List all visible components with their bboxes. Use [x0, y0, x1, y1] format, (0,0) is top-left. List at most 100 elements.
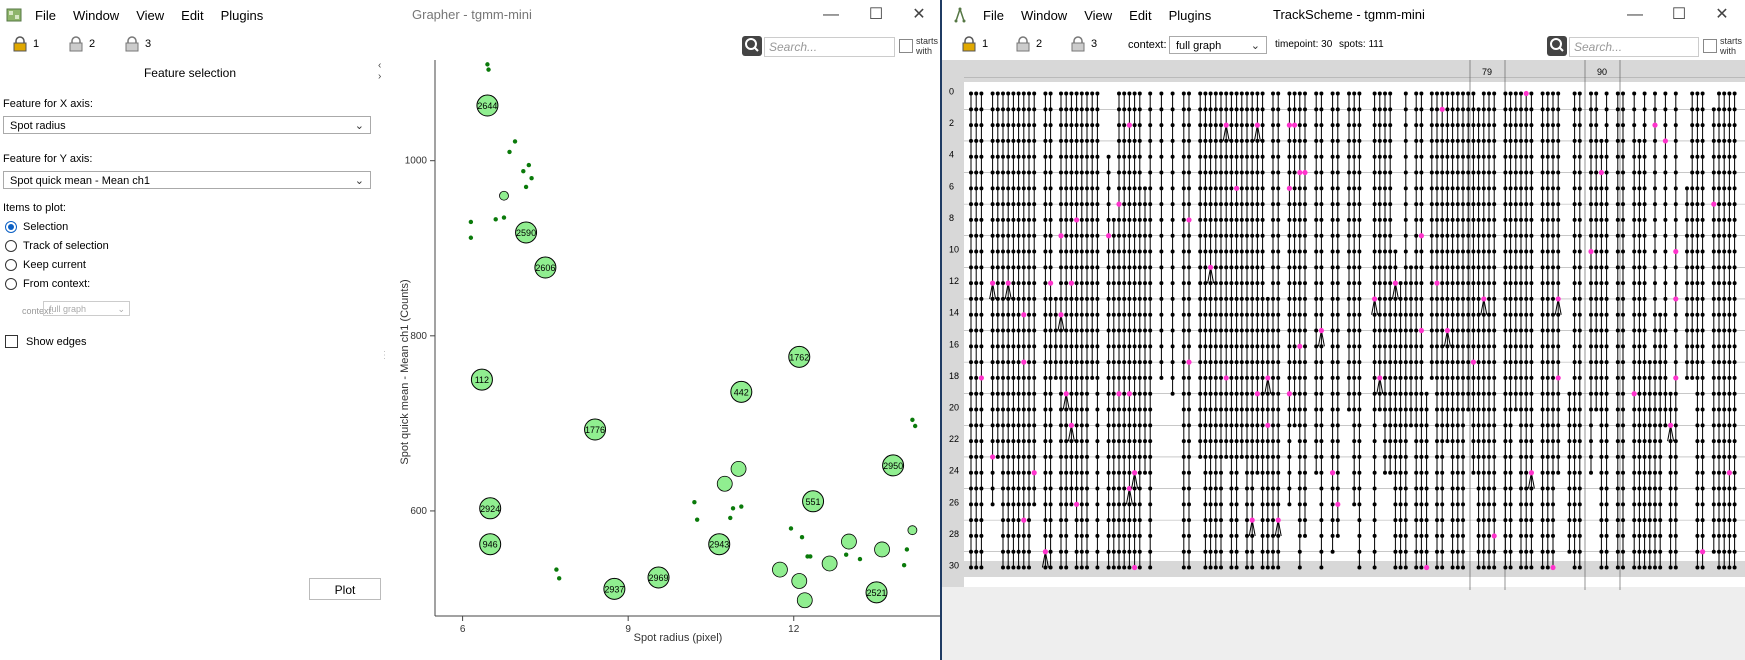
spot[interactable]: [1265, 328, 1270, 333]
spot[interactable]: [1064, 518, 1069, 523]
spot[interactable]: [1419, 533, 1424, 538]
spot[interactable]: [1492, 154, 1497, 159]
spot[interactable]: [1276, 91, 1281, 96]
data-point[interactable]: [716, 475, 733, 492]
spot[interactable]: [1419, 549, 1424, 554]
spot[interactable]: [1245, 281, 1249, 286]
spot[interactable]: [1074, 407, 1079, 412]
spot[interactable]: [1492, 296, 1497, 301]
spot[interactable]: [1271, 186, 1275, 191]
spot[interactable]: [1492, 439, 1497, 444]
labeled-data-point[interactable]: 2606: [534, 256, 557, 279]
spot[interactable]: [1132, 202, 1137, 207]
spot[interactable]: [1287, 249, 1292, 254]
spot[interactable]: [1085, 344, 1089, 349]
spot[interactable]: [1419, 439, 1424, 444]
spot[interactable]: [1545, 186, 1550, 191]
spot[interactable]: [1271, 470, 1275, 475]
spot[interactable]: [1621, 312, 1625, 317]
spot[interactable]: [969, 502, 973, 507]
spot[interactable]: [1653, 423, 1657, 428]
spot[interactable]: [1599, 281, 1604, 286]
spot[interactable]: [1604, 202, 1609, 207]
spot[interactable]: [1203, 170, 1208, 175]
spot[interactable]: [1224, 423, 1229, 428]
spot[interactable]: [1027, 186, 1031, 191]
spot[interactable]: [1642, 265, 1647, 270]
starts-with-checkbox[interactable]: [899, 39, 913, 53]
spot[interactable]: [1476, 344, 1481, 349]
spot[interactable]: [1219, 312, 1223, 317]
spot[interactable]: [1589, 107, 1593, 112]
spot[interactable]: [1722, 170, 1727, 175]
spot[interactable]: [1727, 296, 1732, 301]
spot[interactable]: [1085, 138, 1089, 143]
spot[interactable]: [1117, 249, 1121, 254]
spot[interactable]: [1461, 423, 1465, 428]
spot[interactable]: [1016, 344, 1021, 349]
spot[interactable]: [1187, 328, 1191, 333]
spot[interactable]: [1653, 138, 1657, 143]
spot[interactable]: [1187, 138, 1191, 143]
spot[interactable]: [1487, 91, 1491, 96]
spot[interactable]: [1132, 91, 1137, 96]
spot[interactable]: [1032, 502, 1037, 507]
spot[interactable]: [1524, 533, 1529, 538]
spot[interactable]: [1027, 423, 1031, 428]
spot[interactable]: [1653, 486, 1657, 491]
spot[interactable]: [1148, 549, 1153, 554]
spot[interactable]: [1203, 407, 1208, 412]
spot[interactable]: [1429, 375, 1434, 380]
spot[interactable]: [1471, 233, 1476, 238]
spot[interactable]: [1260, 391, 1265, 396]
spot[interactable]: [1069, 360, 1074, 365]
spot[interactable]: [1016, 138, 1021, 143]
spot[interactable]: [1143, 360, 1147, 365]
spot[interactable]: [974, 265, 979, 270]
spot[interactable]: [1085, 360, 1089, 365]
spot[interactable]: [1621, 296, 1625, 301]
spot[interactable]: [1647, 375, 1652, 380]
spot[interactable]: [1388, 360, 1393, 365]
spot[interactable]: [1492, 170, 1497, 175]
spot[interactable]: [1006, 249, 1011, 254]
spot[interactable]: [1219, 407, 1223, 412]
spot[interactable]: [1335, 360, 1340, 365]
spot[interactable]: [1695, 549, 1700, 554]
spot[interactable]: [1621, 202, 1625, 207]
spot[interactable]: [1234, 470, 1239, 475]
spot[interactable]: [1476, 186, 1481, 191]
spot[interactable]: [1393, 344, 1398, 349]
spot[interactable]: [1032, 249, 1037, 254]
spot[interactable]: [1234, 202, 1239, 207]
spot[interactable]: [1732, 391, 1737, 396]
spot[interactable]: [1032, 423, 1037, 428]
spot[interactable]: [1319, 249, 1324, 254]
spot[interactable]: [1271, 565, 1275, 570]
spot[interactable]: [990, 360, 995, 365]
spot[interactable]: [1604, 565, 1609, 570]
spot[interactable]: [1132, 391, 1137, 396]
spot[interactable]: [1198, 454, 1203, 459]
spot[interactable]: [1090, 312, 1095, 317]
spot[interactable]: [1229, 565, 1234, 570]
spot[interactable]: [1027, 375, 1031, 380]
spot[interactable]: [1159, 375, 1164, 380]
spot[interactable]: [1642, 423, 1647, 428]
spot[interactable]: [1287, 423, 1292, 428]
spot[interactable]: [1377, 202, 1382, 207]
spot[interactable]: [1440, 454, 1445, 459]
spot[interactable]: [1224, 217, 1229, 222]
spot[interactable]: [1271, 549, 1275, 554]
spot[interactable]: [1287, 265, 1292, 270]
spot[interactable]: [1577, 154, 1582, 159]
spot[interactable]: [1064, 533, 1069, 538]
spot[interactable]: [1519, 518, 1523, 523]
spot[interactable]: [1440, 138, 1445, 143]
spot[interactable]: [1208, 249, 1213, 254]
selected-spot[interactable]: [1286, 185, 1292, 191]
spot[interactable]: [1219, 470, 1223, 475]
spot[interactable]: [1074, 470, 1079, 475]
spot[interactable]: [1637, 202, 1642, 207]
selected-spot[interactable]: [990, 454, 996, 460]
